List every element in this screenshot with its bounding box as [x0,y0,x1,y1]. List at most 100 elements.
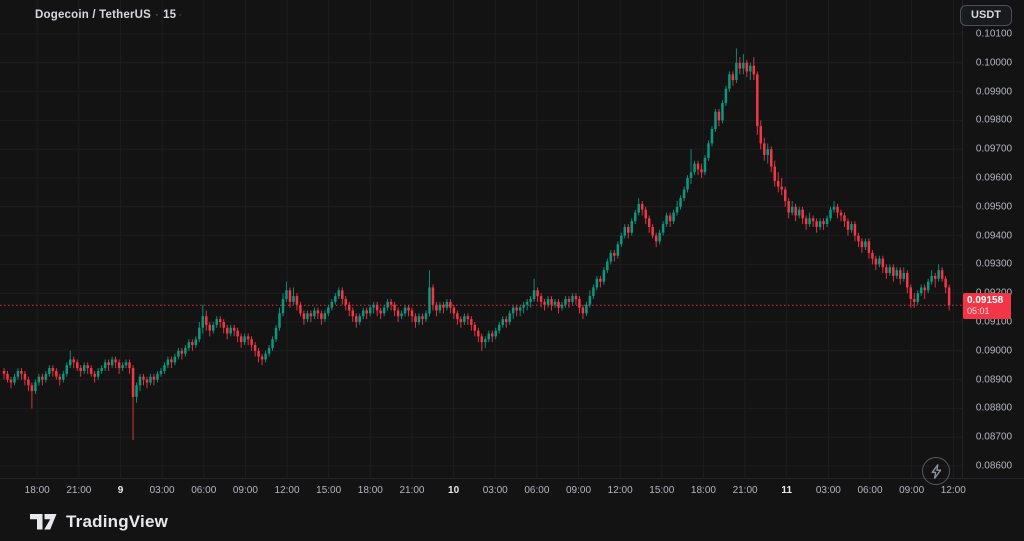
candle-body [930,275,933,282]
candle-body [93,373,96,377]
candle-body [442,304,445,308]
candle-body [588,296,592,305]
candle-body [742,62,745,69]
price-axis-label: 0.08700 [975,431,1013,443]
price-axis-label: 0.09400 [975,230,1013,242]
candle-body [229,327,232,334]
candle-body [236,330,239,337]
candle-body [881,258,885,268]
symbol-legend[interactable]: Dogecoin / TetherUS · 15 · [35,9,182,21]
candle-body [616,244,620,256]
candle-body [44,373,48,380]
candle-body [853,224,857,236]
candle-body [372,304,375,308]
candle-body [668,215,672,222]
candle-body [686,178,689,190]
candle-body [145,379,149,383]
candle-body [250,339,253,346]
candle-body [944,278,947,288]
candle-body [581,307,585,314]
candle-body [717,111,721,121]
candle-body [592,287,595,297]
candle-body [37,376,41,383]
candle-body [770,149,773,167]
candle-body [620,235,623,245]
candle-body [452,307,456,314]
candle-body [382,307,386,314]
candle-body [672,212,675,222]
symbol-name[interactable]: Dogecoin / TetherUS [35,9,152,21]
instant-order-button[interactable] [922,457,950,485]
interval-label[interactable]: 15 [163,9,177,21]
candle-body [82,365,86,371]
candle-body [320,313,323,320]
candle-body [714,111,717,130]
candle-body [658,232,661,242]
candle-body [166,359,170,366]
candle-body [30,385,34,392]
candle-body [491,333,494,337]
candle-body [874,258,878,265]
candle-body [173,356,177,363]
candle-body [783,189,787,202]
candle-body [637,203,640,213]
candle-body [124,362,128,366]
price-axis[interactable]: 0.10100 0.10000 0.09900 0.09800 0.09700 0.096… [962,0,1024,478]
time-axis-label: 21:00 [399,485,425,496]
candle-body [494,330,497,337]
candle-body [546,298,550,305]
candle-body [564,298,567,305]
candle-body [627,226,630,233]
candle-body [267,347,271,354]
candle-body [379,310,382,314]
candle-body [86,365,89,369]
candle-body [184,347,187,354]
candle-body [689,172,693,178]
candle-body [55,370,58,377]
candle-body [787,201,790,213]
candle-body [351,310,354,317]
candle-body [647,218,651,227]
candle-body [738,62,742,69]
candle-body [529,298,532,302]
candle-body [295,296,299,305]
last-price-value: 0.09158 [967,294,1004,306]
candle-body [613,252,616,256]
candle-body [89,368,93,374]
candle-body [797,209,801,216]
candle-body [281,298,285,314]
candle-body [180,350,184,354]
candle-body [69,359,72,366]
candle-body [466,316,470,320]
candle-body [260,356,264,360]
candle-body [511,307,515,314]
candle-body [292,296,295,302]
time-axis[interactable]: 18:00 21:00 9 03:00 06:00 09:00 12:00 15:00 18:0… [0,478,1024,502]
candle-body [571,296,574,302]
candle-body [327,307,330,314]
chart-pane[interactable] [0,0,962,478]
candle-body [906,273,909,288]
candle-body [843,215,846,222]
price-axis-label: 0.08900 [975,374,1013,386]
tradingview-logo[interactable]: TradingView [30,512,168,532]
candlestick-chart[interactable] [0,0,962,478]
price-axis-label: 0.09900 [975,86,1013,98]
candle-body [815,221,818,227]
price-axis-label: 0.09500 [975,201,1013,213]
candle-body [759,126,763,144]
candle-body [609,252,613,262]
candle-body [2,370,6,374]
candle-body [121,365,124,369]
candle-body [337,290,341,297]
currency-toggle-button[interactable]: USDT [960,5,1012,26]
candle-body [299,304,302,314]
candle-body [728,74,731,89]
candle-body [487,333,491,340]
candle-body [721,103,724,121]
candle-body [389,301,393,305]
candle-body [386,301,389,308]
candle-body [403,307,407,314]
candle-body [142,376,145,380]
candle-body [752,65,756,75]
